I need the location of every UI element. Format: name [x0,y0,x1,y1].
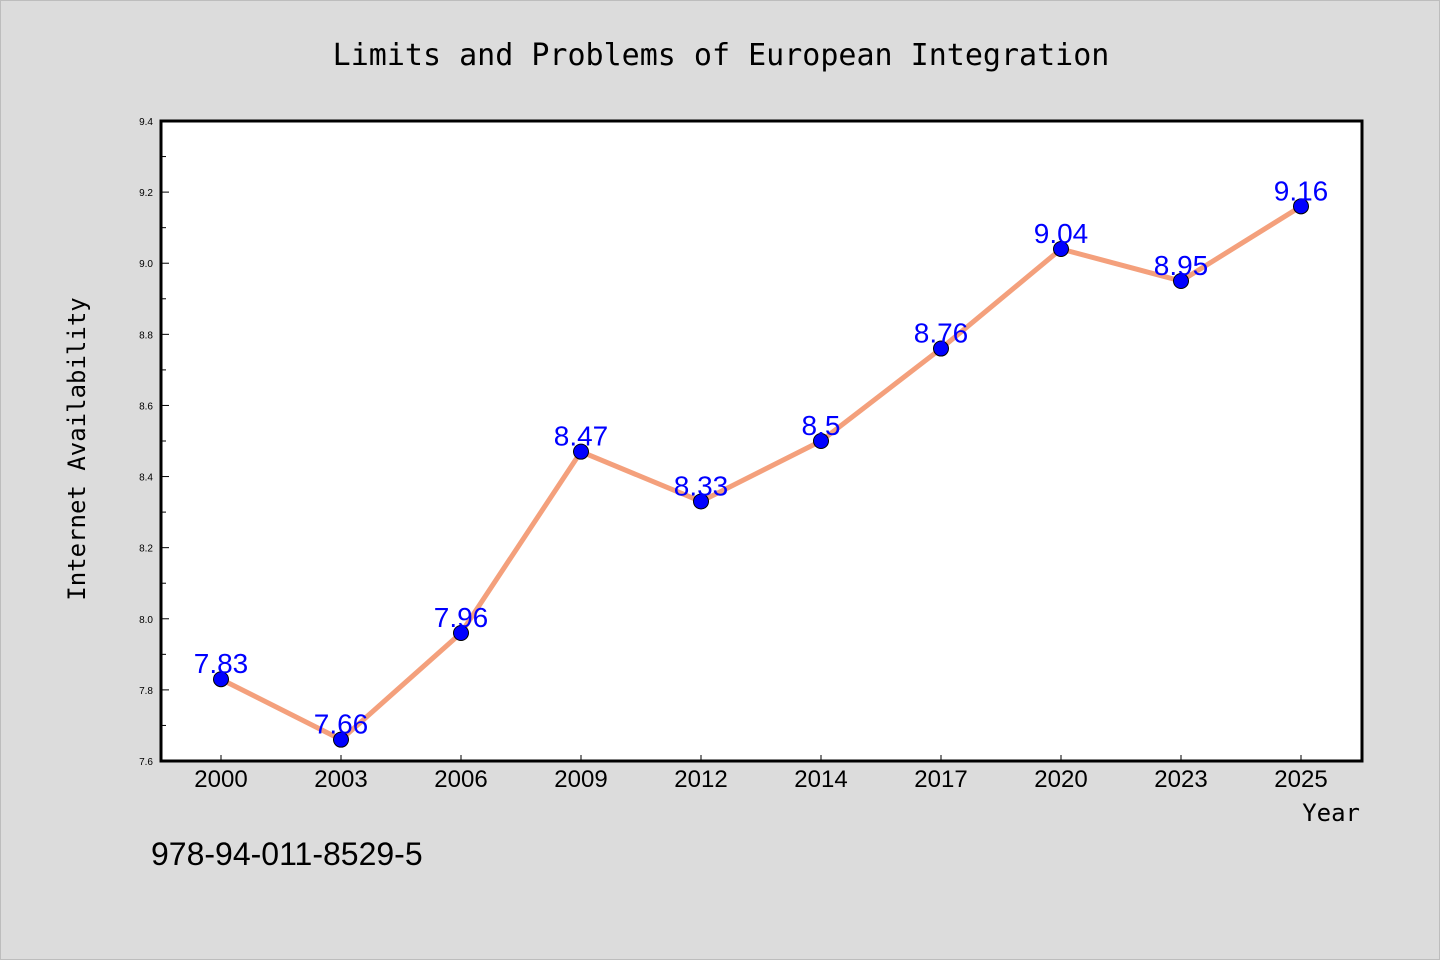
data-label-2017: 8.76 [914,318,969,349]
x-axis-ticks: 2000 2003 2006 2009 2012 2014 2017 2020 2023 2025 [194,755,1328,793]
data-label-2025: 9.16 [1274,175,1329,206]
y-axis-ticks: 7.6 7.8 8.0 8.2 8.4 8.6 8.8 9.0 9.2 9.4 [139,117,169,768]
y-tick-label: 7.8 [139,686,153,697]
data-point-2006 [453,625,469,641]
y-tick-label: 8.2 [139,544,153,555]
x-tick-label: 2003 [314,766,367,793]
data-point-2000 [213,671,229,688]
y-tick-label: 9.2 [139,188,153,199]
y-tick-label: 8.0 [139,615,153,626]
x-tick-label: 2017 [914,766,967,793]
data-point-2023 [1173,273,1189,289]
data-labels: 7.83 7.66 7.96 8.47 8.33 8.5 8.76 9.04 8.95 9.16 [194,175,1329,739]
data-point-2003 [333,731,349,748]
y-tick-label: 9.0 [139,259,153,270]
data-label-2000: 7.83 [194,648,249,679]
data-label-2009: 8.47 [554,421,609,452]
data-points [213,198,1309,748]
y-tick-label: 8.8 [139,330,153,341]
data-label-2014: 8.5 [802,410,841,441]
x-axis-label: Year [1302,799,1360,827]
y-axis-label: Internet Availability [63,297,91,600]
data-label-2006: 7.96 [434,602,489,633]
x-tick-label: 2014 [794,766,847,793]
data-point-2017 [933,340,949,357]
series-line [218,203,1304,743]
data-point-2014 [813,433,829,449]
chart-title: Limits and Problems of European Integrat… [333,38,1110,73]
data-point-2009 [573,443,589,460]
y-tick-label: 8.6 [139,401,153,412]
data-label-2020: 9.04 [1034,218,1089,249]
data-label-2003: 7.66 [314,709,369,740]
data-point-2012 [693,493,709,510]
x-tick-label: 2020 [1034,766,1087,793]
x-tick-label: 2006 [434,766,487,793]
x-tick-label: 2025 [1274,766,1327,793]
x-tick-label: 2012 [674,766,727,793]
data-label-2012: 8.33 [674,470,729,501]
y-tick-label: 9.4 [139,117,153,128]
isbn-text: 978-94-011-8529-5 [151,836,423,872]
x-tick-label: 2023 [1154,766,1207,793]
data-point-2025 [1293,198,1309,215]
x-tick-label: 2000 [194,766,247,793]
y-tick-label: 8.4 [139,473,153,484]
x-tick-label: 2009 [554,766,607,793]
data-label-2023: 8.95 [1154,250,1209,281]
data-point-2020 [1053,241,1069,257]
y-tick-label: 7.6 [139,757,153,768]
plot-area [159,119,1364,763]
